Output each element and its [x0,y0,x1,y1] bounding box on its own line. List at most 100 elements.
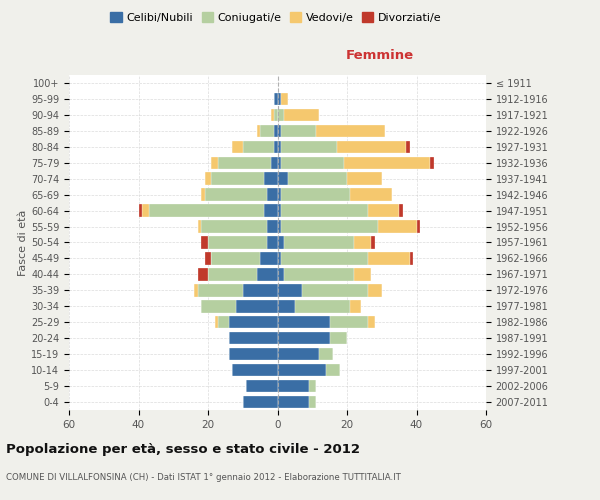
Bar [208,236,267,248]
Legend: Celibi/Nubili, Coniugati/e, Vedovi/e, Divorziati/e: Celibi/Nubili, Coniugati/e, Vedovi/e, Di… [106,8,446,28]
Bar [347,172,382,185]
Bar [267,220,277,233]
Bar [194,284,197,296]
Bar [337,140,406,153]
Bar [309,380,316,392]
Bar [281,156,344,169]
Bar [277,140,281,153]
Bar [236,300,277,312]
Bar [277,380,309,392]
Bar [277,348,319,360]
Bar [201,188,205,201]
Bar [277,300,295,312]
Bar [277,172,288,185]
Bar [229,348,277,360]
Text: COMUNE DI VILLALFONSINA (CH) - Dati ISTAT 1° gennaio 2012 - Elaborazione TUTTITA: COMUNE DI VILLALFONSINA (CH) - Dati ISTA… [6,472,401,482]
Bar [260,124,274,137]
Bar [218,156,271,169]
Bar [277,316,329,328]
Bar [295,300,350,312]
Bar [246,380,277,392]
Bar [211,252,260,264]
Bar [430,156,434,169]
Bar [215,316,218,328]
Bar [201,220,267,233]
Bar [211,172,263,185]
Bar [354,268,371,280]
Bar [267,188,277,201]
Bar [354,236,371,248]
Bar [263,172,277,185]
Bar [277,92,281,105]
Bar [281,92,288,105]
Bar [277,204,281,217]
Bar [329,316,368,328]
Bar [263,204,277,217]
Bar [243,284,277,296]
Bar [197,268,208,280]
Bar [309,396,316,408]
Bar [201,300,236,312]
Bar [281,204,368,217]
Bar [274,108,277,121]
Bar [350,300,361,312]
Bar [284,108,319,121]
Bar [229,332,277,344]
Bar [406,140,410,153]
Bar [284,268,354,280]
Bar [257,124,260,137]
Bar [274,140,277,153]
Bar [368,316,375,328]
Bar [232,364,277,376]
Bar [277,124,281,137]
Bar [277,252,281,264]
Bar [274,124,277,137]
Bar [302,284,368,296]
Bar [410,252,413,264]
Bar [378,220,416,233]
Bar [232,140,243,153]
Bar [284,236,354,248]
Bar [326,364,340,376]
Bar [399,204,403,217]
Bar [211,156,218,169]
Bar [277,284,302,296]
Bar [277,396,309,408]
Bar [277,188,281,201]
Bar [368,252,410,264]
Bar [277,268,284,280]
Bar [368,204,399,217]
Bar [271,108,274,121]
Bar [368,284,382,296]
Text: Femmine: Femmine [346,48,414,62]
Y-axis label: Fasce di età: Fasce di età [18,210,28,276]
Bar [197,284,243,296]
Bar [201,236,208,248]
Bar [319,348,333,360]
Bar [316,124,385,137]
Bar [243,140,274,153]
Bar [277,236,284,248]
Bar [149,204,263,217]
Bar [208,268,257,280]
Bar [243,396,277,408]
Bar [271,156,277,169]
Bar [257,268,277,280]
Bar [277,332,329,344]
Bar [281,124,316,137]
Bar [205,252,211,264]
Bar [260,252,277,264]
Bar [277,156,281,169]
Bar [281,252,368,264]
Bar [142,204,149,217]
Bar [329,332,347,344]
Bar [371,236,375,248]
Bar [197,220,201,233]
Bar [218,316,229,328]
Bar [288,172,347,185]
Text: Popolazione per età, sesso e stato civile - 2012: Popolazione per età, sesso e stato civil… [6,442,360,456]
Bar [416,220,420,233]
Bar [277,108,284,121]
Bar [205,188,267,201]
Bar [277,220,281,233]
